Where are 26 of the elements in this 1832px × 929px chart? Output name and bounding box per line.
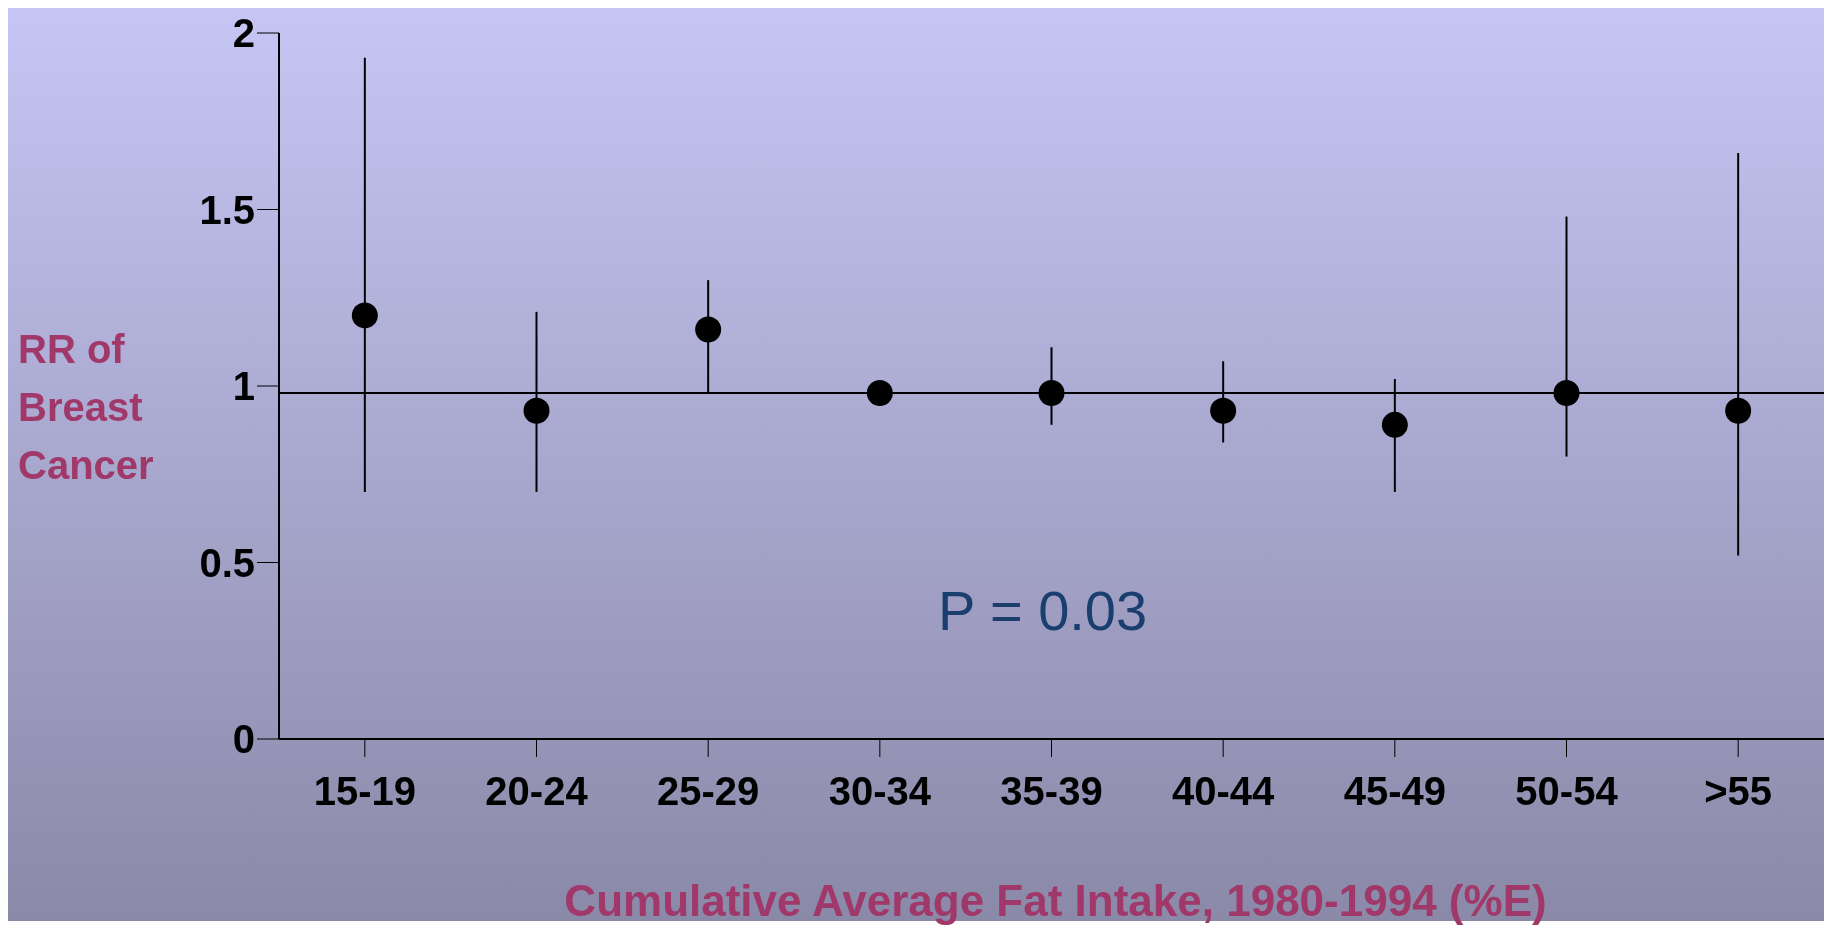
annotation: P = 0.03 (938, 578, 1148, 643)
x-tick-label: 20-24 (485, 769, 589, 814)
point (523, 397, 550, 424)
x-tick-label: 50-54 (1515, 769, 1619, 814)
y-tick-label: 2 (232, 11, 255, 56)
point (351, 302, 378, 329)
x-tick-label: >55 (1704, 769, 1773, 814)
point (866, 380, 893, 407)
x-axis-title: Cumulative Average Fat Intake, 1980-1994 (%E) (563, 876, 1548, 926)
x-tick-label: 25-29 (657, 769, 760, 814)
y-tick-label: 1.5 (199, 187, 255, 232)
y-tick-label: 0.5 (199, 540, 255, 585)
x-tick-label: 45-49 (1343, 769, 1446, 814)
point (1553, 380, 1580, 407)
x-tick-label: 35-39 (1000, 769, 1103, 814)
point (695, 316, 722, 343)
x-tick-label: 40-44 (1172, 769, 1276, 814)
y-tick-label: 1 (232, 364, 255, 409)
point (1038, 380, 1065, 407)
y-tick-label: 0 (232, 717, 255, 762)
point (1210, 397, 1237, 424)
point (1725, 397, 1752, 424)
y-axis-title: RR of Breast Cancer (18, 326, 154, 489)
x-tick-label: 15-19 (313, 769, 416, 814)
x-tick-label: 30-34 (828, 769, 932, 814)
point (1381, 411, 1408, 438)
